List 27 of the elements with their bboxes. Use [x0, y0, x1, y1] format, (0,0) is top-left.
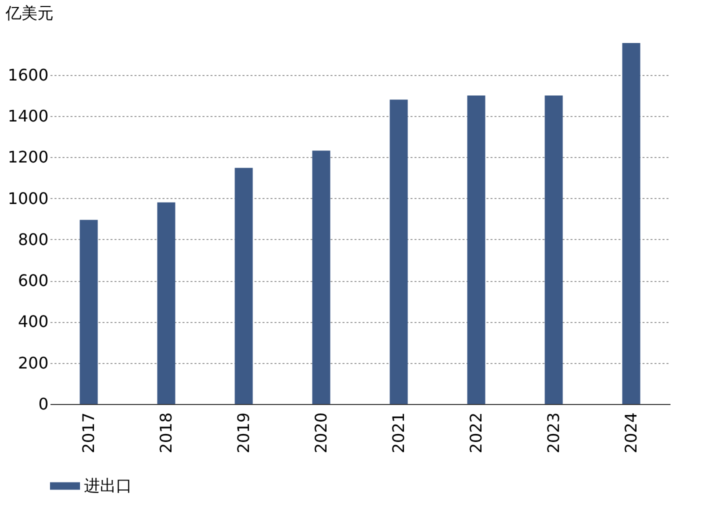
y-tick-label: 600 — [18, 271, 48, 290]
y-tick-label: 0 — [38, 394, 48, 414]
x-tick-label: 2022 — [466, 412, 486, 454]
y-tick-label: 1200 — [8, 148, 48, 167]
bar — [544, 95, 563, 404]
x-tick-label: 2019 — [234, 412, 253, 454]
bar — [157, 202, 176, 404]
x-tick-label: 2020 — [311, 412, 330, 454]
bar — [234, 168, 253, 404]
x-tick-label: 2017 — [78, 412, 98, 454]
bar — [467, 95, 486, 404]
y-tick-label: 1600 — [8, 65, 48, 84]
x-tick-label: 2018 — [156, 412, 176, 454]
bar — [622, 43, 640, 404]
legend-label: 进出口 — [84, 476, 132, 495]
x-tick-label: 2021 — [388, 412, 408, 454]
y-tick-label: 200 — [18, 353, 48, 372]
x-tick-label: 2024 — [621, 412, 640, 454]
y-tick-label: 1400 — [8, 106, 48, 126]
y-axis-title: 亿美元 — [4, 4, 54, 22]
y-tick-label: 1000 — [8, 188, 48, 208]
bar — [80, 220, 98, 404]
y-tick-label: 800 — [18, 230, 48, 249]
y-tick-label: 400 — [18, 312, 48, 332]
x-tick-label: 2023 — [544, 412, 563, 454]
bar — [312, 150, 330, 404]
bar — [390, 100, 408, 404]
